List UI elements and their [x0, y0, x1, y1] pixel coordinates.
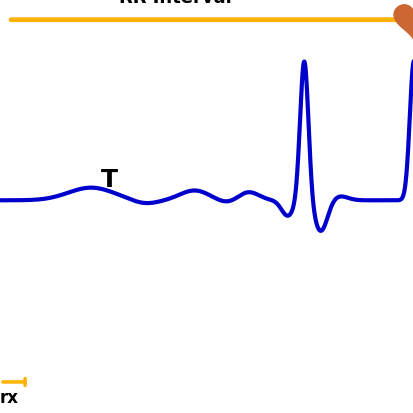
Text: RR Interval: RR Interval	[119, 0, 231, 7]
Polygon shape	[393, 6, 413, 42]
Text: rx: rx	[0, 388, 19, 406]
Text: T: T	[101, 168, 118, 192]
Text: R: R	[401, 0, 413, 4]
